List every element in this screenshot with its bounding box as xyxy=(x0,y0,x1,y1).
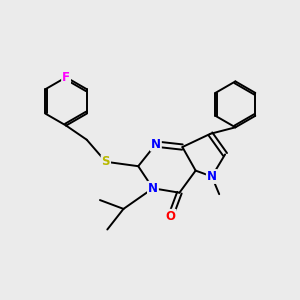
Text: N: N xyxy=(148,182,158,195)
Text: O: O xyxy=(166,210,176,223)
Text: S: S xyxy=(102,155,110,168)
Text: F: F xyxy=(62,71,70,84)
Text: N: N xyxy=(207,170,217,183)
Text: N: N xyxy=(151,138,161,151)
